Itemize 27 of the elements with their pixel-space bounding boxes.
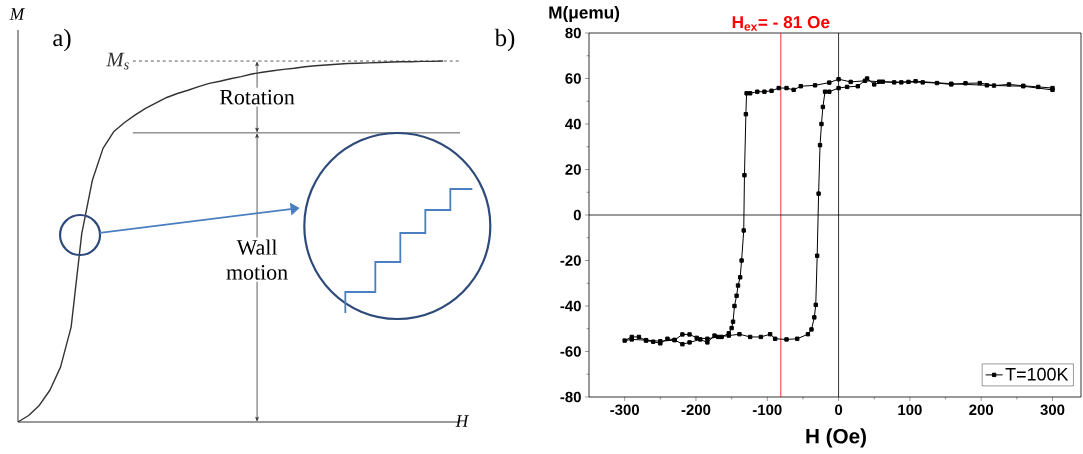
- chart-title: b): [494, 28, 515, 52]
- chart-title: a): [53, 28, 71, 52]
- x-tick-label: 200: [969, 404, 994, 416]
- y-tick-label: -60: [560, 346, 581, 357]
- y-axis-title: M: [9, 8, 25, 20]
- x-tick-label: -300: [610, 404, 639, 416]
- y-tick-label: -20: [560, 255, 581, 266]
- x-tick-label: 300: [1040, 404, 1065, 416]
- ref-line-label: M$_{s}$: [106, 52, 129, 70]
- y-tick-label: 80: [565, 27, 581, 39]
- x-tick-label: -100: [752, 404, 782, 416]
- y-tick-label: 20: [565, 164, 581, 175]
- y-tick-label: 60: [565, 73, 581, 84]
- y-axis-title: M(μemu): [549, 5, 620, 23]
- y-tick-label: -40: [560, 300, 581, 312]
- y-tick-label: 40: [565, 118, 581, 130]
- x-tick-label: 0: [835, 404, 843, 416]
- y-tick-label: -80: [560, 391, 581, 403]
- annotation: Wall motion: [226, 239, 288, 280]
- x-tick-label: -200: [681, 404, 711, 416]
- x-tick-label: 100: [898, 404, 922, 416]
- legend-label: T=100K: [1005, 367, 1069, 381]
- x-axis-title: H (Oe): [806, 428, 866, 448]
- x-axis-title: H: [455, 415, 469, 427]
- annotation: Rotation: [219, 89, 295, 105]
- y-tick-label: 0: [573, 209, 581, 221]
- ref-line-label: H$_{ex}$= - 81 Oe: [732, 16, 830, 31]
